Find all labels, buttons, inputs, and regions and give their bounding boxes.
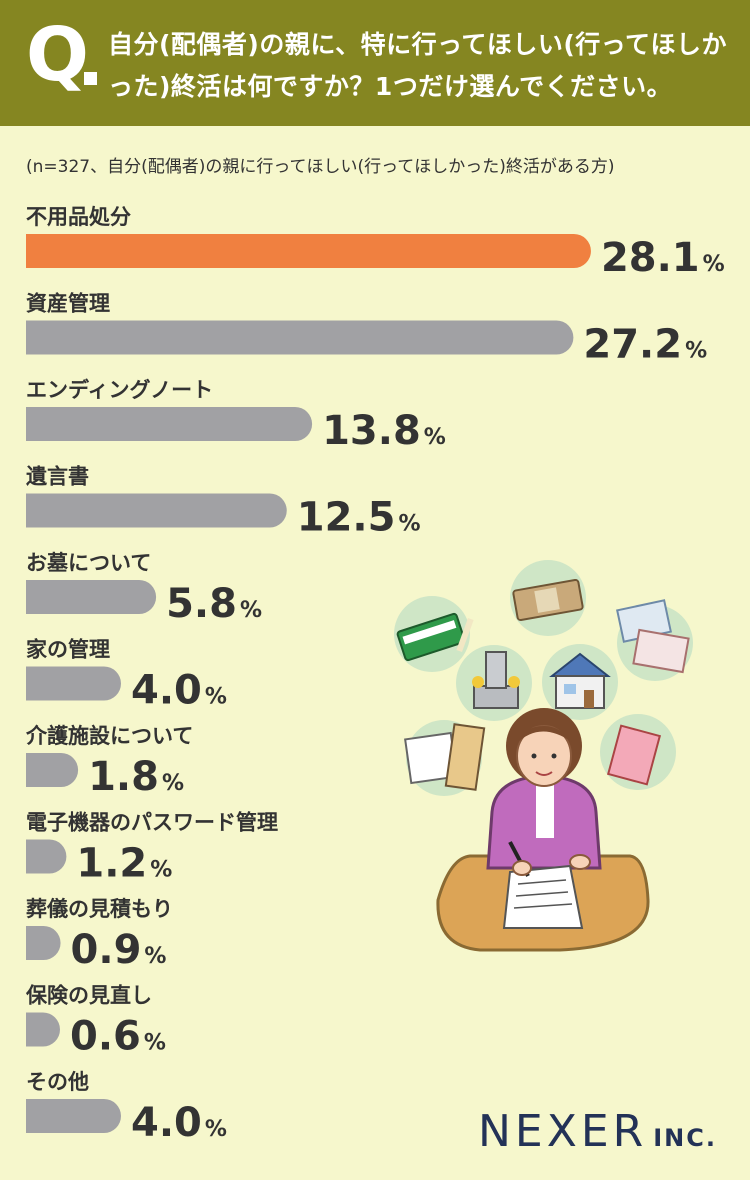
bar xyxy=(26,234,591,268)
house-icon xyxy=(549,652,611,709)
pen-icon xyxy=(508,841,591,877)
category-label: その他 xyxy=(26,1070,89,1094)
unit-label: % xyxy=(205,685,227,710)
unit-label: % xyxy=(703,252,725,277)
unit-label: % xyxy=(162,771,184,796)
bar xyxy=(26,926,61,960)
value-label: 13.8% xyxy=(322,408,446,454)
bar xyxy=(26,493,287,528)
value-label: 27.2% xyxy=(583,322,707,368)
notebook-icon xyxy=(606,724,662,786)
bankbook-icon xyxy=(396,612,474,662)
value-label: 1.2% xyxy=(76,841,172,887)
value-label: 4.0% xyxy=(131,1100,227,1146)
money-icon xyxy=(512,578,584,622)
unit-label: % xyxy=(240,598,262,623)
value-label: 12.5% xyxy=(297,495,421,541)
category-label: 資産管理 xyxy=(26,292,110,316)
unit-label: % xyxy=(150,858,172,883)
category-label: エンディングノート xyxy=(26,378,213,402)
header-banner: Q 自分(配偶者)の親に、特に行ってほしい(行ってほしかった)終活は何ですか？1… xyxy=(0,0,750,126)
unit-label: % xyxy=(398,512,420,537)
value-label: 5.8% xyxy=(166,581,262,627)
nexer-logo: NEXER INC. xyxy=(478,1106,717,1157)
q-mark: Q xyxy=(26,12,89,98)
sample-note: (n=327、自分(配偶者)の親に行ってほしい(行ってほしかった)終活がある方) xyxy=(26,157,615,177)
will-icon xyxy=(404,723,486,791)
bar xyxy=(26,320,574,355)
bar xyxy=(26,839,67,874)
logo-suffix: INC. xyxy=(653,1124,717,1152)
bar xyxy=(26,666,121,701)
value-label: 0.9% xyxy=(71,927,167,973)
person-figure xyxy=(486,708,602,870)
category-label: 家の管理 xyxy=(26,638,110,662)
bar xyxy=(26,407,313,441)
question-text: 自分(配偶者)の親に、特に行ってほしい(行ってほしかった)終活は何ですか？1つだ… xyxy=(108,30,728,101)
category-label: 介護施設について xyxy=(25,724,193,748)
category-label: 葬儀の見積もり xyxy=(26,897,173,921)
logo-name: NEXER xyxy=(478,1106,648,1157)
category-label: 遺言書 xyxy=(26,465,89,489)
bar xyxy=(26,753,79,787)
value-label: 0.6% xyxy=(70,1014,166,1060)
value-label: 4.0% xyxy=(131,668,227,714)
bar xyxy=(26,1099,121,1133)
unit-label: % xyxy=(424,425,446,450)
bar xyxy=(26,1012,60,1047)
value-label: 1.8% xyxy=(88,754,184,800)
category-label: 保険の見直し xyxy=(25,984,152,1008)
value-label: 28.1% xyxy=(601,235,725,281)
unit-label: % xyxy=(205,1117,227,1142)
grave-icon xyxy=(472,651,520,709)
unit-label: % xyxy=(685,339,707,364)
paper xyxy=(502,864,584,929)
bar xyxy=(26,580,157,614)
category-label: 電子機器のパスワード管理 xyxy=(26,811,278,835)
unit-label: % xyxy=(144,1031,166,1056)
category-label: 不用品処分 xyxy=(26,205,131,229)
q-dot xyxy=(84,72,97,85)
category-label: お墓について xyxy=(26,551,151,575)
certificate-icon xyxy=(616,599,690,674)
unit-label: % xyxy=(144,944,166,969)
